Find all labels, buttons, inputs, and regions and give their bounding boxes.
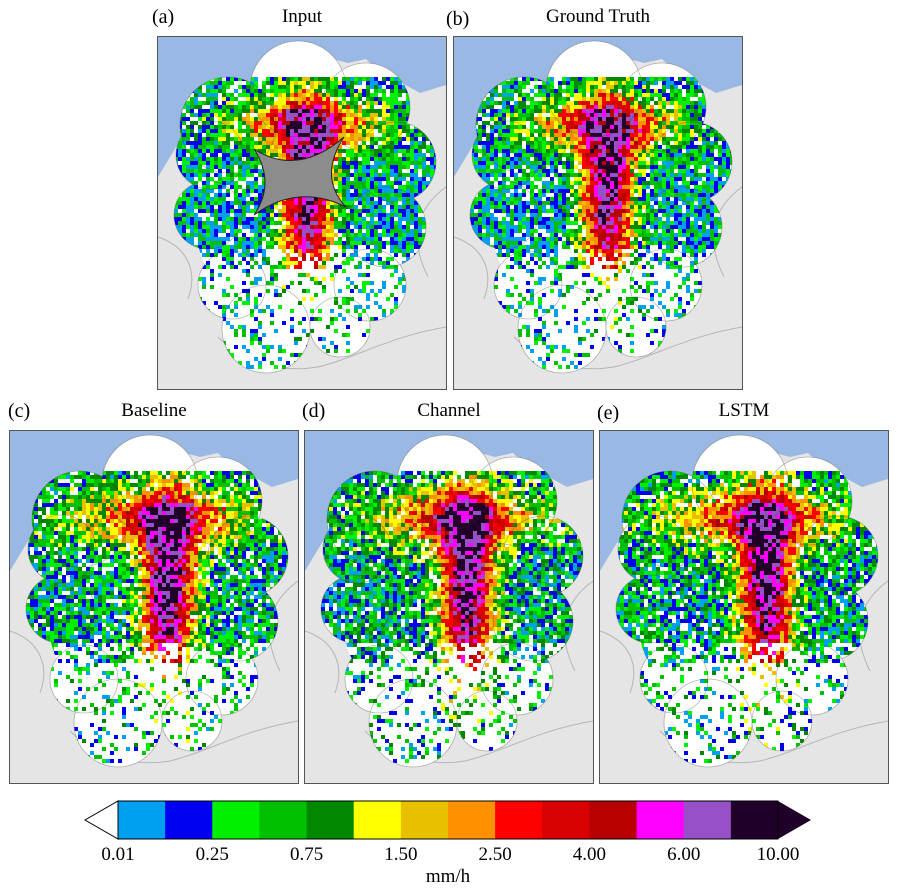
colorbar-tick-label: 4.00 — [572, 844, 607, 865]
sea-area — [158, 37, 446, 177]
radar-map-input — [157, 36, 447, 390]
sea-area — [454, 37, 742, 177]
colorbar-segment — [495, 801, 543, 839]
colorbar-min-arrow — [84, 800, 119, 840]
radar-map-lstm — [599, 430, 889, 784]
colorbar-segment — [400, 801, 449, 839]
colorbar-segment — [448, 801, 496, 839]
sea-area — [305, 431, 593, 571]
radar-coverage — [321, 435, 583, 767]
panel-title-d: Channel — [417, 400, 481, 421]
colorbar-segment — [212, 801, 260, 839]
colorbar-segment — [542, 801, 590, 839]
colorbar-segment — [165, 801, 213, 839]
colorbar-tick-label: 1.50 — [384, 844, 418, 865]
colorbar-tick-label: 6.00 — [667, 844, 701, 865]
colorbar-unit-label: mm/h — [425, 866, 471, 887]
colorbar-segment — [683, 801, 732, 839]
colorbar-tick-label: 2.50 — [478, 844, 512, 865]
panel-title-a: Input — [281, 6, 323, 27]
sea-area — [10, 431, 298, 571]
radar-map-ground-truth — [453, 36, 743, 390]
panel-title-e: LSTM — [718, 400, 770, 421]
panel-label-c: (c) — [8, 400, 31, 422]
colorbar-segment — [306, 801, 355, 839]
radar-map-baseline — [9, 430, 299, 784]
panel-label-e: (e) — [597, 402, 620, 424]
colorbar-tick-label: 0.25 — [195, 844, 229, 865]
masked-region — [253, 136, 347, 216]
colorbar-segment — [730, 801, 779, 839]
panel-label-b: (b) — [446, 8, 470, 30]
colorbar-segment — [636, 801, 685, 839]
colorbar-tick-label: 10.00 — [756, 844, 800, 865]
colorbar — [84, 800, 811, 840]
colorbar-segment — [353, 801, 402, 839]
colorbar-max-arrow — [778, 801, 811, 839]
colorbar-segment — [118, 801, 166, 839]
panel-title-c: Baseline — [121, 400, 187, 421]
sea-area — [600, 431, 888, 571]
colorbar-segment — [589, 801, 638, 839]
colorbar-tick-label: 0.75 — [289, 844, 324, 865]
panel-label-d: (d) — [302, 400, 326, 422]
radar-map-channel — [304, 430, 594, 784]
panel-label-a: (a) — [152, 6, 175, 28]
colorbar-segment — [259, 801, 308, 839]
panel-title-b: Ground Truth — [546, 6, 650, 27]
colorbar-tick-label: 0.01 — [101, 844, 135, 865]
